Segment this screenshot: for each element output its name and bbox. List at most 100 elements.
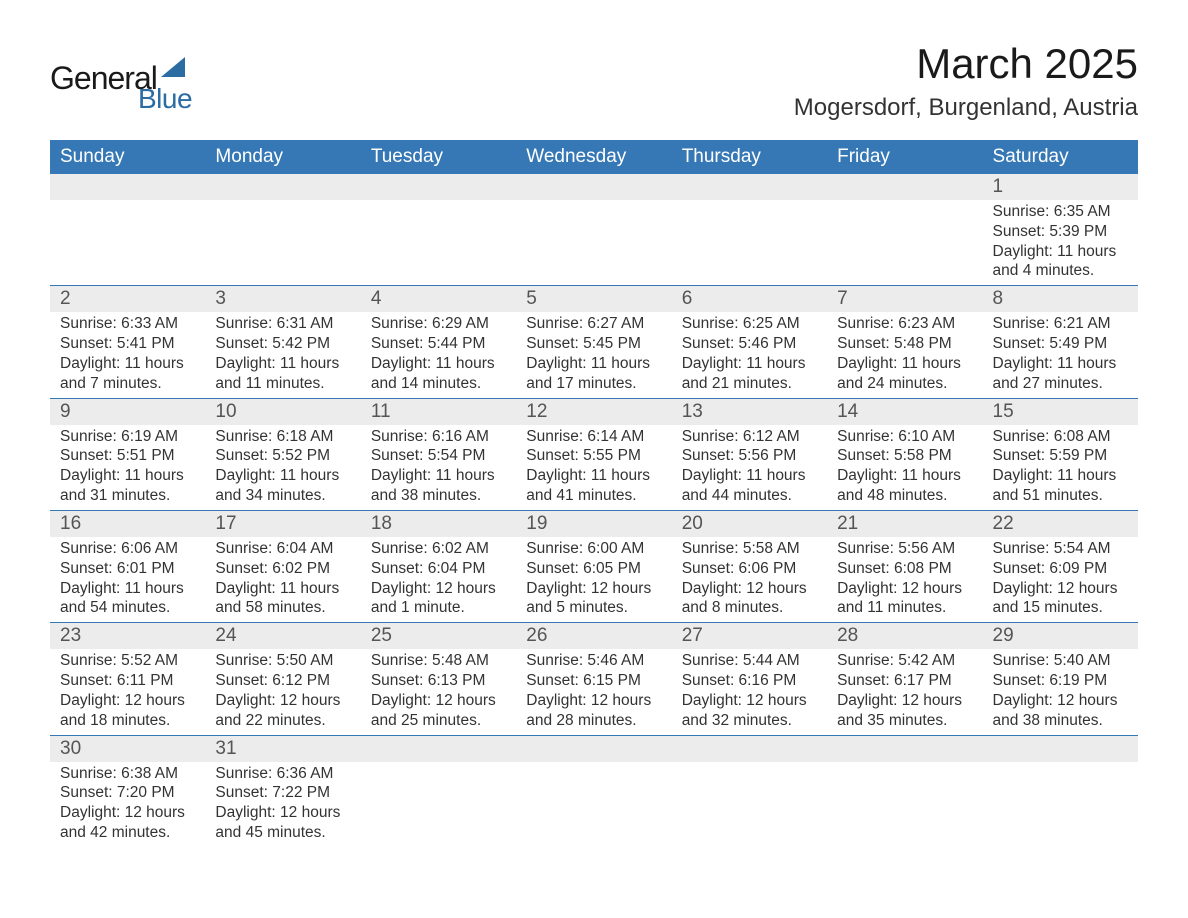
week-row: 1Sunrise: 6:35 AMSunset: 5:39 PMDaylight… <box>50 174 1138 285</box>
day-cell: 21Sunrise: 5:56 AMSunset: 6:08 PMDayligh… <box>827 510 982 622</box>
day-sunrise-line: Sunrise: 6:18 AM <box>215 427 350 447</box>
day-number: 2 <box>50 286 205 312</box>
day-cell <box>827 735 982 847</box>
day-sunrise-line: Sunrise: 6:29 AM <box>371 314 506 334</box>
day-daylight2-line: and 48 minutes. <box>837 486 972 506</box>
day-daylight1-line: Daylight: 12 hours <box>837 691 972 711</box>
weekday-cell: Monday <box>205 140 360 174</box>
day-cell: 16Sunrise: 6:06 AMSunset: 6:01 PMDayligh… <box>50 510 205 622</box>
day-daylight1-line: Daylight: 12 hours <box>837 579 972 599</box>
day-number: 30 <box>50 736 205 762</box>
day-cell: 3Sunrise: 6:31 AMSunset: 5:42 PMDaylight… <box>205 285 360 397</box>
day-sunset-line: Sunset: 6:16 PM <box>682 671 817 691</box>
day-details: Sunrise: 6:08 AMSunset: 5:59 PMDaylight:… <box>983 425 1138 510</box>
day-daylight2-line: and 38 minutes. <box>993 711 1128 731</box>
day-daylight2-line: and 35 minutes. <box>837 711 972 731</box>
day-daylight1-line: Daylight: 11 hours <box>371 354 506 374</box>
day-cell: 4Sunrise: 6:29 AMSunset: 5:44 PMDaylight… <box>361 285 516 397</box>
day-number: 16 <box>50 511 205 537</box>
day-daylight2-line: and 34 minutes. <box>215 486 350 506</box>
day-number: 6 <box>672 286 827 312</box>
weekday-cell: Tuesday <box>361 140 516 174</box>
day-sunrise-line: Sunrise: 5:48 AM <box>371 651 506 671</box>
day-number: 5 <box>516 286 671 312</box>
day-daylight1-line: Daylight: 12 hours <box>215 691 350 711</box>
day-sunrise-line: Sunrise: 6:27 AM <box>526 314 661 334</box>
day-daylight2-line: and 21 minutes. <box>682 374 817 394</box>
day-cell: 8Sunrise: 6:21 AMSunset: 5:49 PMDaylight… <box>983 285 1138 397</box>
day-cell: 27Sunrise: 5:44 AMSunset: 6:16 PMDayligh… <box>672 622 827 734</box>
day-sunset-line: Sunset: 7:20 PM <box>60 783 195 803</box>
day-details: Sunrise: 6:36 AMSunset: 7:22 PMDaylight:… <box>205 762 360 847</box>
day-daylight2-line: and 24 minutes. <box>837 374 972 394</box>
day-details: Sunrise: 6:06 AMSunset: 6:01 PMDaylight:… <box>50 537 205 622</box>
day-details: Sunrise: 6:21 AMSunset: 5:49 PMDaylight:… <box>983 312 1138 397</box>
day-number: 4 <box>361 286 516 312</box>
day-sunset-line: Sunset: 5:48 PM <box>837 334 972 354</box>
day-daylight2-line: and 45 minutes. <box>215 823 350 843</box>
day-daylight1-line: Daylight: 11 hours <box>60 466 195 486</box>
day-cell: 12Sunrise: 6:14 AMSunset: 5:55 PMDayligh… <box>516 398 671 510</box>
day-daylight1-line: Daylight: 11 hours <box>682 466 817 486</box>
day-number <box>516 736 671 762</box>
day-daylight1-line: Daylight: 12 hours <box>60 803 195 823</box>
weekday-cell: Thursday <box>672 140 827 174</box>
day-sunset-line: Sunset: 6:08 PM <box>837 559 972 579</box>
day-daylight2-line: and 27 minutes. <box>993 374 1128 394</box>
day-cell: 30Sunrise: 6:38 AMSunset: 7:20 PMDayligh… <box>50 735 205 847</box>
day-sunset-line: Sunset: 6:19 PM <box>993 671 1128 691</box>
day-details: Sunrise: 6:16 AMSunset: 5:54 PMDaylight:… <box>361 425 516 510</box>
weekday-cell: Saturday <box>983 140 1138 174</box>
day-details: Sunrise: 5:40 AMSunset: 6:19 PMDaylight:… <box>983 649 1138 734</box>
day-sunrise-line: Sunrise: 6:38 AM <box>60 764 195 784</box>
day-daylight1-line: Daylight: 11 hours <box>993 354 1128 374</box>
day-number: 10 <box>205 399 360 425</box>
day-daylight2-line: and 11 minutes. <box>837 598 972 618</box>
day-cell: 10Sunrise: 6:18 AMSunset: 5:52 PMDayligh… <box>205 398 360 510</box>
day-cell <box>672 735 827 847</box>
day-details: Sunrise: 6:18 AMSunset: 5:52 PMDaylight:… <box>205 425 360 510</box>
day-cell: 23Sunrise: 5:52 AMSunset: 6:11 PMDayligh… <box>50 622 205 734</box>
week-row: 30Sunrise: 6:38 AMSunset: 7:20 PMDayligh… <box>50 735 1138 847</box>
day-number <box>827 736 982 762</box>
day-cell: 15Sunrise: 6:08 AMSunset: 5:59 PMDayligh… <box>983 398 1138 510</box>
weekday-cell: Friday <box>827 140 982 174</box>
day-sunrise-line: Sunrise: 6:21 AM <box>993 314 1128 334</box>
day-sunrise-line: Sunrise: 6:04 AM <box>215 539 350 559</box>
day-number <box>672 736 827 762</box>
day-number: 24 <box>205 623 360 649</box>
day-cell: 17Sunrise: 6:04 AMSunset: 6:02 PMDayligh… <box>205 510 360 622</box>
day-cell: 29Sunrise: 5:40 AMSunset: 6:19 PMDayligh… <box>983 622 1138 734</box>
day-daylight2-line: and 54 minutes. <box>60 598 195 618</box>
day-sunset-line: Sunset: 5:39 PM <box>993 222 1128 242</box>
day-details: Sunrise: 6:23 AMSunset: 5:48 PMDaylight:… <box>827 312 982 397</box>
day-daylight1-line: Daylight: 12 hours <box>60 691 195 711</box>
day-daylight2-line: and 15 minutes. <box>993 598 1128 618</box>
day-sunset-line: Sunset: 5:44 PM <box>371 334 506 354</box>
logo-sail-icon <box>161 57 185 77</box>
day-cell: 28Sunrise: 5:42 AMSunset: 6:17 PMDayligh… <box>827 622 982 734</box>
day-daylight1-line: Daylight: 12 hours <box>682 579 817 599</box>
day-details: Sunrise: 5:58 AMSunset: 6:06 PMDaylight:… <box>672 537 827 622</box>
day-details: Sunrise: 6:35 AMSunset: 5:39 PMDaylight:… <box>983 200 1138 285</box>
day-number: 27 <box>672 623 827 649</box>
day-sunrise-line: Sunrise: 5:54 AM <box>993 539 1128 559</box>
day-details: Sunrise: 6:00 AMSunset: 6:05 PMDaylight:… <box>516 537 671 622</box>
day-sunset-line: Sunset: 5:58 PM <box>837 446 972 466</box>
day-number <box>205 174 360 200</box>
day-number <box>983 736 1138 762</box>
day-sunset-line: Sunset: 5:42 PM <box>215 334 350 354</box>
day-details: Sunrise: 5:44 AMSunset: 6:16 PMDaylight:… <box>672 649 827 734</box>
day-daylight2-line: and 51 minutes. <box>993 486 1128 506</box>
day-sunset-line: Sunset: 6:02 PM <box>215 559 350 579</box>
day-cell: 2Sunrise: 6:33 AMSunset: 5:41 PMDaylight… <box>50 285 205 397</box>
day-sunrise-line: Sunrise: 6:23 AM <box>837 314 972 334</box>
day-sunset-line: Sunset: 5:45 PM <box>526 334 661 354</box>
week-row: 2Sunrise: 6:33 AMSunset: 5:41 PMDaylight… <box>50 285 1138 397</box>
day-sunrise-line: Sunrise: 6:10 AM <box>837 427 972 447</box>
day-details: Sunrise: 5:50 AMSunset: 6:12 PMDaylight:… <box>205 649 360 734</box>
day-number: 31 <box>205 736 360 762</box>
day-daylight2-line: and 38 minutes. <box>371 486 506 506</box>
day-number <box>361 174 516 200</box>
day-sunset-line: Sunset: 5:54 PM <box>371 446 506 466</box>
